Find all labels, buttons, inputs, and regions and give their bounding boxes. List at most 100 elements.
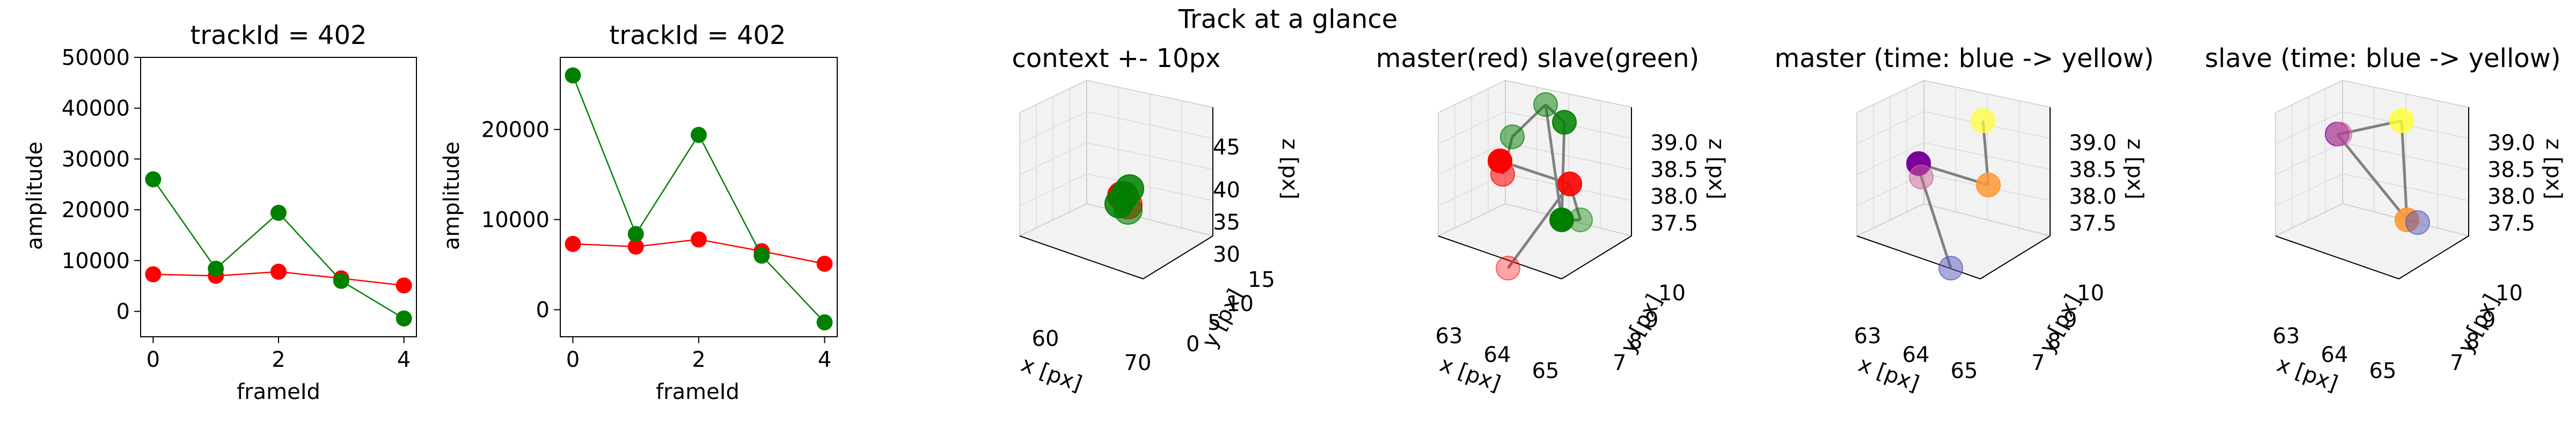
data-point [1500,124,1525,149]
data-point [2405,210,2430,235]
x-tick-label: 70 [1124,351,1152,375]
data-point [145,266,162,283]
z-axis-label: z [px] [2541,138,2566,199]
data-point [1557,172,1582,196]
x-tick-label: 63 [1854,324,1882,349]
data-point [270,263,287,280]
series-line [152,179,405,319]
z-tick-label: 38.5 [2069,158,2117,182]
data-point [627,226,644,242]
x-tick-label: 2 [272,347,285,372]
x-axis-label: frameId [237,380,320,404]
figure-title: Track at a glance [1178,4,1398,34]
data-point [565,67,581,84]
x-tick-label: 64 [1484,343,1511,367]
y-tick-label: 7 [2031,351,2045,375]
x-tick-label: 64 [1902,343,1930,367]
chart-3d-context: context +- 10px x [px] y [px] z [px] 607… [1012,43,1302,396]
y-tick-label: 9 [1645,308,1658,332]
y-tick-label: 7 [1613,351,1626,375]
y-axis-line [1980,235,2051,279]
x-tick-label: 65 [2369,359,2397,383]
data-point [1971,108,1995,133]
data-point [1549,208,1574,232]
y-tick-label: 50000 [62,46,130,70]
x-tick-label: 65 [1951,359,1978,383]
track-link [2400,120,2409,220]
data-point [565,235,581,252]
z-tick-label: 40 [1213,178,1240,203]
z-tick-label: 39.0 [2487,131,2535,156]
y-tick-label: 9 [2063,308,2077,332]
y-axis-line [1561,235,1632,279]
y-tick-label: 10000 [481,208,550,233]
y-axis-line [2398,235,2469,279]
x-axis-line [2275,235,2399,279]
chart-3d-master-time: master (time: blue -> yellow) x [px] y [… [1775,43,2154,396]
chart-title: slave (time: blue -> yellow) [2205,43,2560,73]
axes-frame [140,57,417,337]
z-tick-label: 38.0 [2487,184,2535,209]
chart-title: trackId = 402 [609,20,786,50]
x-tick-label: 0 [566,347,580,372]
x-tick-label: 0 [147,347,160,372]
y-axis-label: amplitude [23,142,47,250]
x-tick-label: 65 [1532,359,1560,383]
data-point [1568,208,1593,232]
data-point [1938,256,1963,280]
z-tick-label: 39.0 [1650,131,1698,156]
z-axis-label: z [px] [1277,138,1302,199]
z-tick-label: 30 [1213,242,1240,267]
data-point [1496,256,1520,280]
x-tick-label: 64 [2321,343,2348,367]
y-tick-label: 10000 [62,249,130,273]
x-axis-line [1019,235,1144,279]
z-tick-label: 38.0 [1650,184,1698,209]
chart-amplitude-2: trackId = 402 frameId amplitude 01000020… [440,20,838,404]
z-axis-label: z [px] [2123,138,2147,199]
y-tick-label: 0 [536,298,550,323]
chart-title: trackId = 402 [190,20,367,50]
z-tick-label: 38.5 [2487,158,2535,182]
chart-title: master(red) slave(green) [1376,43,1699,73]
z-axis-label: z [px] [1704,138,1729,199]
data-point [333,272,349,289]
data-point [2389,108,2414,133]
y-tick-label: 9 [2482,308,2496,332]
y-tick-label: 10 [2496,281,2523,306]
y-tick-label: 8 [2047,329,2061,354]
data-point [2328,122,2352,146]
data-point [396,277,412,294]
data-point [208,261,224,277]
chart-3d-master-slave: master(red) slave(green) x [px] y [px] z… [1376,43,1729,396]
plot-area: 0 10000 20000 30000 40000 50000 0 2 4 [62,46,417,372]
z-tick-label: 39.0 [2069,131,2117,156]
y-tick-label: 20000 [62,198,130,223]
z-tick-label: 45 [1213,135,1240,160]
track-link [1544,104,1563,220]
data-point [1533,92,1558,117]
x-tick-label: 60 [1032,327,1059,351]
data-point [691,127,707,143]
data-point [691,231,707,248]
x-axis-label: x [px] [1018,352,1085,396]
data-point [1490,162,1515,187]
x-axis-line [1438,235,1562,279]
z-tick-label: 37.5 [2487,211,2535,236]
data-point [1909,165,1934,189]
y-axis-line [1143,235,1213,279]
y-tick-label: 8 [1629,329,1642,354]
y-tick-label: 7 [2450,351,2463,375]
plot-area: 0 10000 20000 0 2 4 [481,57,838,372]
x-axis-label: frameId [656,380,740,404]
data-point [145,171,162,188]
x-tick-label: 63 [2273,324,2300,349]
z-tick-label: 38.0 [2069,184,2117,209]
data-point [270,204,287,221]
data-point [1552,110,1577,135]
y-tick-label: 30000 [62,147,130,172]
data-point [396,310,412,327]
data-point [816,255,833,272]
